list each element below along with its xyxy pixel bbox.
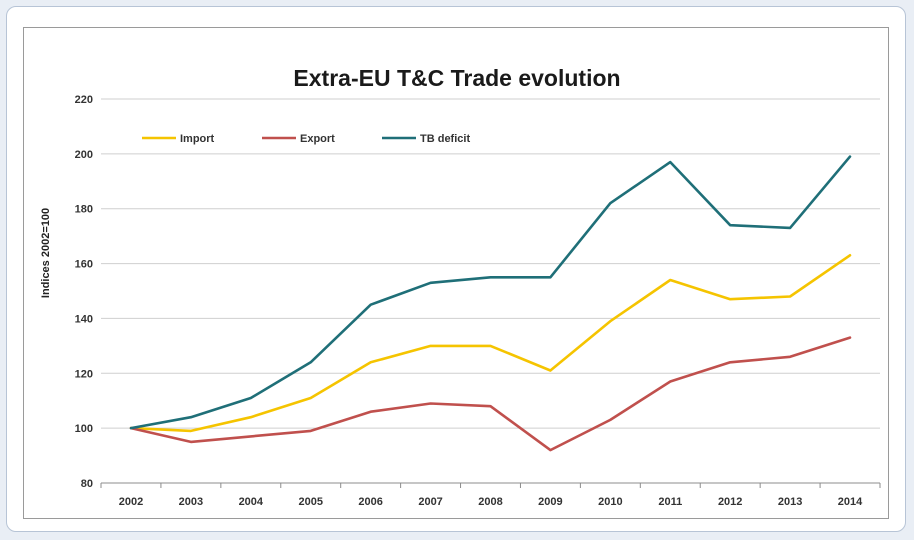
x-tick-label: 2013 (778, 496, 802, 508)
series-line-export (129, 336, 852, 452)
y-axis-title: Indices 2002=100 (40, 208, 52, 298)
x-tick-label: 2007 (418, 496, 442, 508)
y-tick-label: 120 (75, 368, 93, 380)
gridlines (101, 98, 880, 484)
x-tick-label: 2008 (478, 496, 502, 508)
chart-title: Extra-EU T&C Trade evolution (293, 65, 620, 91)
chart-area: Extra-EU T&C Trade evolution Indices 200… (23, 27, 889, 519)
y-tick-label: 180 (75, 204, 93, 216)
y-tick-label: 200 (75, 149, 93, 161)
x-tick-label: 2005 (298, 496, 322, 508)
legend-label-import: Import (180, 133, 215, 145)
x-tick-label: 2003 (179, 496, 203, 508)
x-tick-label: 2009 (538, 496, 562, 508)
x-tick-label: 2010 (598, 496, 622, 508)
y-tick-label: 220 (75, 94, 93, 106)
series-line-tb-deficit (129, 155, 852, 430)
x-tick-label: 2012 (718, 496, 742, 508)
y-tick-label: 140 (75, 313, 93, 325)
x-tick-label: 2014 (838, 496, 863, 508)
legend: Import Export TB deficit (142, 133, 470, 145)
legend-label-export: Export (300, 133, 335, 145)
line-chart: Extra-EU T&C Trade evolution Indices 200… (40, 65, 881, 508)
y-tick-label: 80 (81, 478, 93, 490)
chart-frame: Extra-EU T&C Trade evolution Indices 200… (6, 6, 906, 532)
series-lines (129, 155, 852, 452)
series-line-import (129, 254, 852, 433)
legend-label-tb-deficit: TB deficit (420, 133, 470, 145)
x-tick-label: 2004 (239, 496, 264, 508)
x-tick-label: 2011 (658, 496, 682, 508)
x-tick-label: 2002 (119, 496, 143, 508)
y-tick-label: 100 (75, 423, 93, 435)
axes: 80 100 120 140 160 180 200 220 2002 2003 2004 2005 2… (75, 94, 881, 508)
y-tick-label: 160 (75, 259, 93, 271)
x-tick-label: 2006 (358, 496, 382, 508)
